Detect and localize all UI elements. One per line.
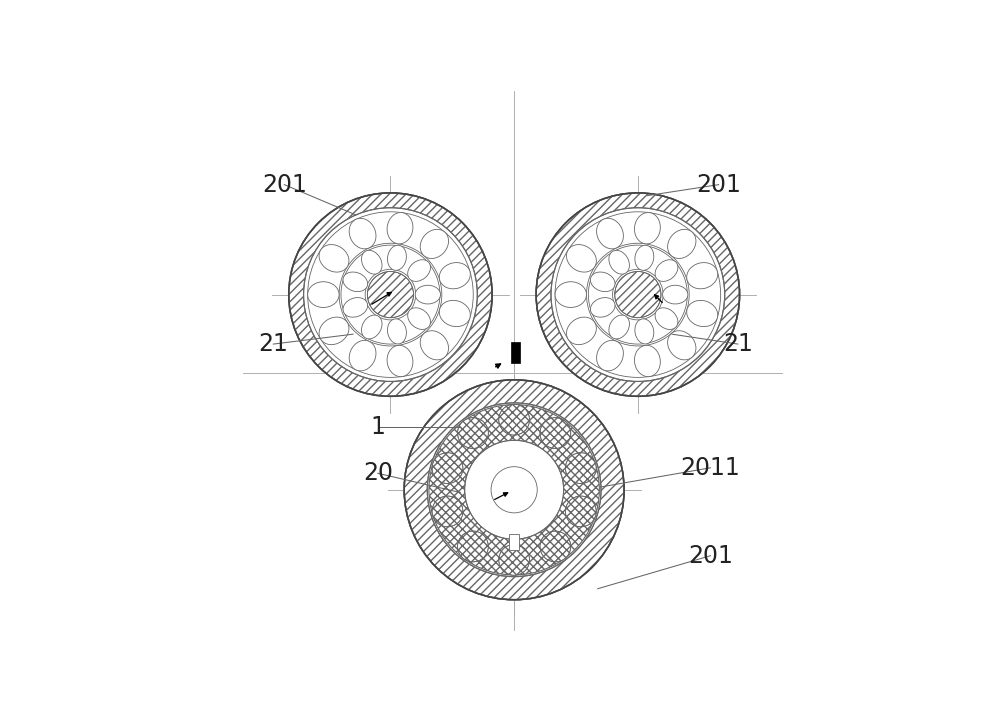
- Circle shape: [289, 193, 492, 396]
- Ellipse shape: [687, 301, 718, 326]
- Ellipse shape: [415, 286, 440, 304]
- Ellipse shape: [655, 308, 678, 329]
- Ellipse shape: [387, 245, 406, 271]
- Circle shape: [458, 531, 488, 562]
- Circle shape: [367, 271, 414, 318]
- Ellipse shape: [663, 286, 688, 304]
- Ellipse shape: [343, 272, 368, 291]
- Circle shape: [565, 453, 596, 483]
- Circle shape: [536, 193, 740, 396]
- Circle shape: [304, 208, 477, 381]
- Circle shape: [551, 208, 725, 381]
- Ellipse shape: [349, 218, 376, 249]
- Text: 21: 21: [258, 332, 288, 356]
- Circle shape: [499, 404, 530, 435]
- Ellipse shape: [597, 341, 623, 371]
- Ellipse shape: [387, 346, 413, 377]
- Text: 21: 21: [723, 332, 753, 356]
- Ellipse shape: [609, 251, 629, 274]
- Ellipse shape: [408, 260, 430, 281]
- Ellipse shape: [408, 308, 430, 329]
- Ellipse shape: [439, 301, 470, 326]
- Ellipse shape: [590, 272, 615, 291]
- Circle shape: [499, 545, 530, 575]
- Ellipse shape: [609, 315, 629, 339]
- Circle shape: [540, 418, 571, 448]
- Ellipse shape: [597, 218, 623, 249]
- Circle shape: [565, 496, 596, 527]
- Ellipse shape: [387, 213, 413, 244]
- Circle shape: [466, 441, 563, 538]
- Circle shape: [404, 380, 624, 600]
- Circle shape: [458, 418, 488, 448]
- Ellipse shape: [361, 315, 382, 339]
- Bar: [509, 534, 519, 550]
- Ellipse shape: [634, 213, 660, 244]
- Ellipse shape: [319, 317, 349, 345]
- Text: 201: 201: [688, 544, 733, 568]
- Ellipse shape: [361, 251, 382, 274]
- Ellipse shape: [439, 263, 470, 289]
- Ellipse shape: [566, 245, 596, 272]
- Ellipse shape: [687, 263, 718, 289]
- Ellipse shape: [634, 346, 660, 377]
- Text: 201: 201: [696, 173, 741, 196]
- Ellipse shape: [668, 331, 696, 360]
- Circle shape: [491, 467, 537, 513]
- Ellipse shape: [349, 341, 376, 371]
- Text: 2011: 2011: [681, 456, 740, 480]
- Ellipse shape: [343, 298, 368, 317]
- Ellipse shape: [635, 319, 654, 344]
- Ellipse shape: [387, 319, 406, 344]
- Text: 201: 201: [262, 173, 307, 196]
- Ellipse shape: [420, 229, 449, 258]
- Circle shape: [432, 496, 463, 527]
- Circle shape: [429, 405, 599, 575]
- Text: 1: 1: [370, 415, 385, 438]
- Ellipse shape: [668, 229, 696, 258]
- Circle shape: [465, 441, 564, 539]
- Ellipse shape: [420, 331, 449, 360]
- Text: 20: 20: [363, 461, 393, 486]
- Circle shape: [432, 453, 463, 483]
- Ellipse shape: [566, 317, 596, 345]
- Ellipse shape: [635, 245, 654, 271]
- Ellipse shape: [308, 282, 339, 308]
- Ellipse shape: [319, 245, 349, 272]
- Ellipse shape: [590, 298, 615, 317]
- Circle shape: [427, 403, 601, 577]
- Ellipse shape: [555, 282, 587, 308]
- Ellipse shape: [655, 260, 678, 281]
- Bar: [511, 343, 520, 363]
- Circle shape: [540, 531, 571, 562]
- Circle shape: [615, 271, 661, 318]
